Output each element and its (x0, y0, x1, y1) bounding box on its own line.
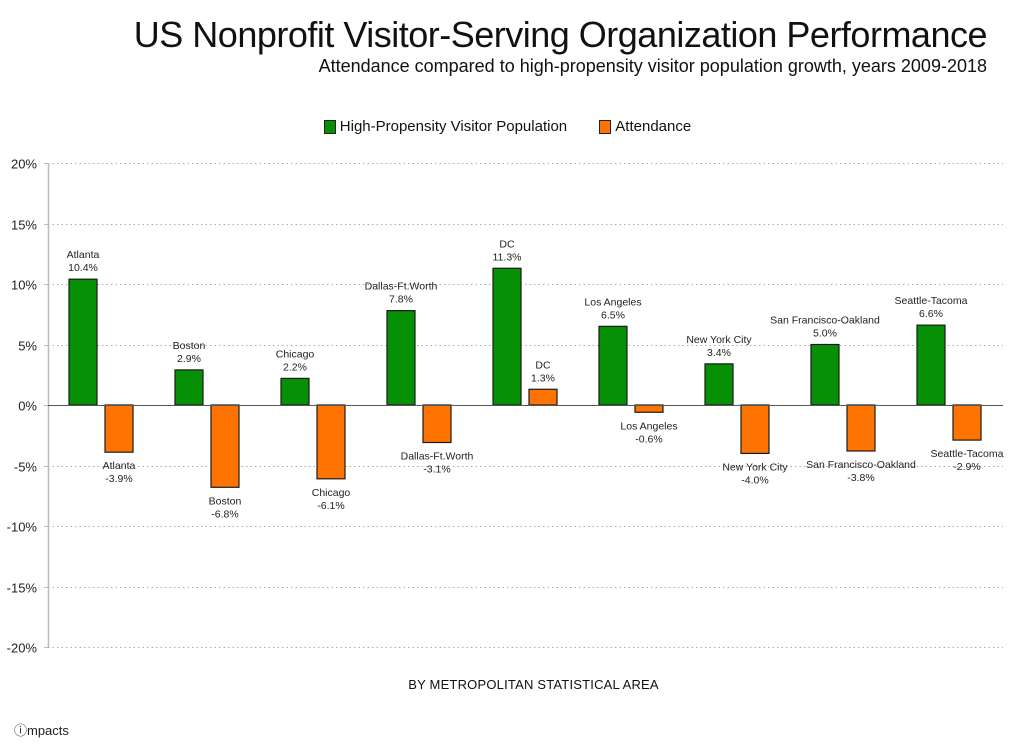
bar-label-category: New York City (686, 334, 752, 346)
bar-label-value: -0.6% (635, 433, 662, 445)
bar-label-value: -3.9% (105, 473, 132, 485)
bar-label-category: San Francisco-Oakland (770, 315, 880, 327)
bar-label-value: -3.8% (847, 472, 874, 484)
y-tick-label: 10% (11, 278, 37, 293)
bar-label-value: 11.3% (493, 251, 522, 263)
x-axis-label: BY METROPOLITAN STATISTICAL AREA (408, 677, 659, 692)
bar-attendance (634, 404, 664, 413)
y-tick-label: -20% (7, 641, 38, 656)
bar-population (280, 377, 310, 406)
legend-item-population: High-Propensity Visitor Population (323, 118, 568, 135)
bar-attendance (210, 404, 240, 488)
legend-label-population: High-Propensity Visitor Population (339, 118, 568, 135)
bar-label-category: Chicago (276, 348, 315, 360)
bar-population (916, 324, 946, 406)
bar-label-value: 5.0% (813, 328, 837, 340)
bar-label-value: -2.9% (953, 461, 980, 473)
bar-population (810, 343, 840, 406)
bar-label-value: 7.8% (389, 294, 413, 306)
bar-label-value: 1.3% (531, 372, 555, 384)
bar-attendance (528, 388, 558, 406)
legend: High-Propensity Visitor Population Atten… (0, 118, 1015, 138)
bar-label-value: -4.0% (741, 474, 768, 486)
chart-title: US Nonprofit Visitor-Serving Organizatio… (133, 14, 988, 55)
bar-label-category: Atlanta (103, 460, 136, 472)
bar-population (704, 363, 734, 406)
bar-label-category: New York City (722, 461, 788, 473)
bar-attendance (104, 404, 134, 453)
bar-population (174, 369, 204, 406)
bar-label-category: Seattle-Tacoma (895, 295, 968, 307)
bar-label-category: Boston (173, 340, 206, 352)
bar-label-value: -6.1% (317, 500, 344, 512)
y-tick-label: 15% (11, 218, 37, 233)
bar-label-category: DC (535, 359, 551, 371)
legend-item-attendance: Attendance (599, 118, 691, 135)
bar-label-value: 6.5% (601, 309, 625, 321)
y-tick-label: -10% (7, 520, 38, 535)
legend-label-attendance: Attendance (615, 118, 692, 135)
bar-attendance (422, 404, 452, 444)
bar-attendance (740, 404, 770, 455)
y-tick-label: 5% (18, 339, 37, 354)
y-tick-label: 0% (18, 399, 37, 414)
bar-label-category: DC (499, 238, 515, 250)
bar-population (598, 325, 628, 406)
bar-label-category: Boston (209, 495, 242, 507)
bar-population (386, 310, 416, 406)
impacts-logo: ⓘmpacts (14, 723, 69, 738)
legend-swatch-attendance (599, 119, 612, 134)
y-tick-label: 20% (11, 157, 37, 172)
y-tick-label: -5% (14, 460, 38, 475)
bar-label-category: Dallas-Ft.Worth (401, 451, 474, 463)
bar-attendance (846, 404, 876, 452)
bar-label-category: San Francisco-Oakland (806, 459, 916, 471)
bar-label-value: -3.1% (423, 464, 450, 476)
bar-label-category: Dallas-Ft.Worth (365, 281, 438, 293)
bar-label-value: 3.4% (707, 347, 731, 359)
bar-label-category: Atlanta (67, 249, 100, 261)
bar-population (68, 278, 98, 406)
bar-label-category: Los Angeles (620, 420, 677, 432)
bar-label-category: Seattle-Tacoma (931, 448, 1004, 460)
bar-label-value: 2.2% (283, 361, 307, 373)
bar-population (492, 267, 522, 406)
bar-label-value: 2.9% (177, 353, 201, 365)
bar-attendance (952, 404, 982, 441)
bar-label-value: 6.6% (919, 308, 943, 320)
legend-swatch-population (323, 119, 336, 134)
y-tick-label: -15% (7, 581, 38, 596)
bar-label-value: 10.4% (68, 262, 98, 274)
bar-attendance (316, 404, 346, 480)
bar-label-value: -6.8% (211, 508, 238, 520)
bar-label-category: Chicago (312, 487, 351, 499)
chart-subtitle: Attendance compared to high-propensity v… (318, 56, 987, 76)
bar-label-category: Los Angeles (584, 296, 641, 308)
